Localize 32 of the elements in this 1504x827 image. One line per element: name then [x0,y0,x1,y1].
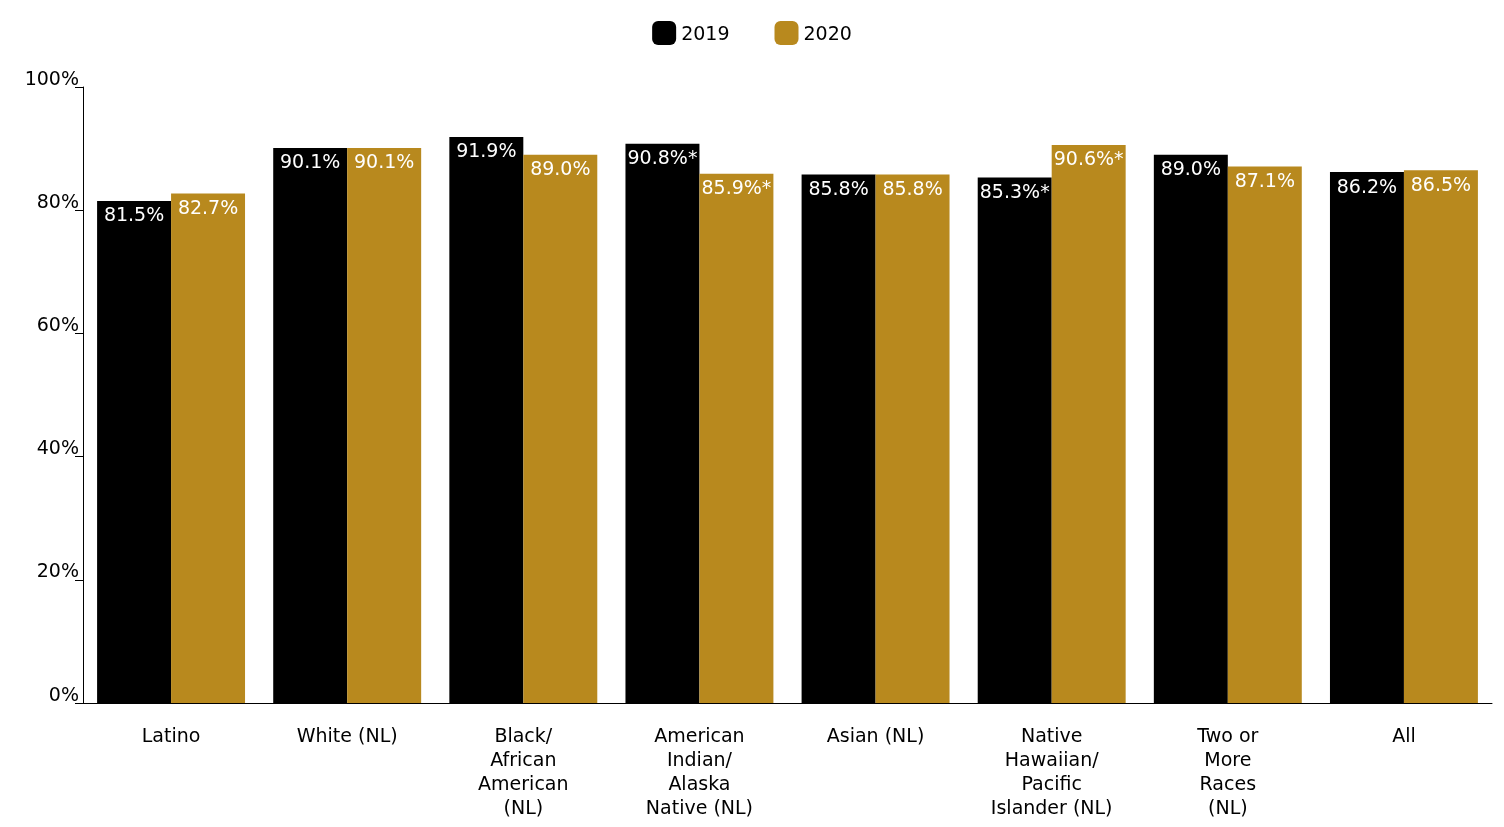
x-tick-label: All [1392,724,1416,746]
y-tick-label: 20% [36,559,79,582]
data-label: 85.9%* [701,176,772,199]
y-tick-label: 40% [36,436,79,459]
data-label: 90.6%* [1053,147,1124,170]
data-label: 89.0% [530,157,591,180]
data-label: 81.5% [103,203,165,226]
x-tick-label: White (NL) [296,724,398,746]
y-tick-label: 0% [48,682,79,705]
x-tick-label: Latino [141,724,201,746]
y-tick-label: 100% [24,66,79,89]
legend-label: 2020 [803,22,852,44]
data-label: 85.8% [882,176,943,199]
legend-label: 2019 [681,22,730,44]
data-label: 87.1% [1234,168,1295,191]
data-label: 90.8%* [627,146,698,169]
data-label: 89.0% [1160,157,1222,180]
y-tick-label: 80% [36,189,79,212]
x-tick-label: American Indian/ Alaska Native (NL) [645,724,754,818]
x-tick-label: Native Hawaiian/ Pacific Islander (NL) [990,724,1113,818]
data-label: 85.8% [808,176,869,199]
x-tick-label: Black/ African American (NL) [478,724,569,818]
data-label: 90.1% [280,150,341,173]
x-tick-label: Two or More Races (NL) [1196,724,1259,818]
x-tick-label: Asian (NL) [826,724,925,746]
data-label: 85.3%* [979,180,1050,203]
data-label: 86.2% [1336,174,1398,197]
data-label: 82.7% [177,196,239,219]
data-label: 86.5% [1410,172,1472,195]
y-tick-label: 60% [36,312,79,335]
data-label: 91.9% [456,139,517,162]
data-label: 90.1% [353,150,415,173]
